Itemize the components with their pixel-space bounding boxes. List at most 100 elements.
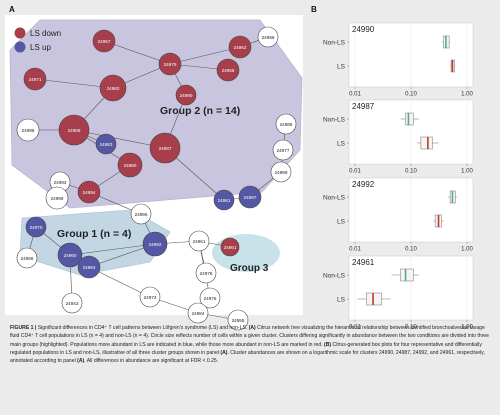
network-node-label: 24957 bbox=[98, 39, 111, 44]
network-node: 24994 bbox=[77, 180, 101, 204]
network-node-circle bbox=[77, 180, 101, 204]
network-edge bbox=[69, 243, 156, 256]
legend-down-swatch bbox=[14, 27, 26, 39]
network-node-label: 24987 bbox=[244, 195, 257, 200]
network-node-label: 24995 bbox=[135, 212, 148, 217]
boxplot-axis-label: 0.01 bbox=[349, 247, 361, 253]
network-node-label: 24985 bbox=[280, 122, 293, 127]
network-node: 24962 bbox=[228, 35, 252, 59]
network-node-circle bbox=[270, 161, 292, 183]
network-node: 24977 bbox=[272, 139, 294, 161]
network-edge bbox=[103, 40, 171, 65]
legend: LS down LS up bbox=[14, 27, 61, 53]
legend-up-label: LS up bbox=[30, 43, 51, 52]
boxplot-row-label: Non-LS bbox=[323, 273, 346, 280]
caption-lead: FIGURE 1 | bbox=[10, 325, 37, 331]
boxplot-title: 24987 bbox=[352, 102, 375, 111]
network-node-circle bbox=[195, 262, 217, 284]
boxplot-title: 24990 bbox=[352, 25, 375, 34]
boxplot-group: LS bbox=[337, 292, 391, 306]
network-node-label: 24994 bbox=[83, 190, 96, 195]
network-node: 24960 bbox=[57, 242, 83, 268]
boxplot-panel: 24990 Non-LS LS 0.01 0.10 1.00 bbox=[323, 22, 473, 98]
boxplot-title: 24961 bbox=[352, 258, 375, 267]
network-node-circle bbox=[117, 152, 143, 178]
legend-down-label: LS down bbox=[30, 29, 61, 38]
group-3-label: Group 3 bbox=[230, 263, 269, 274]
boxplot-panel: 24987 Non-LS LS 0.01 0.10 1.00 bbox=[323, 99, 473, 175]
network-node-label: 24979 bbox=[164, 62, 177, 67]
network-node-circle bbox=[61, 292, 83, 314]
panel-b-boxplots: 24990 Non-LS LS 0.01 0.10 1.00 24987 Non-LS LS 0.… bbox=[323, 22, 473, 331]
network-node: 24955 bbox=[227, 309, 249, 331]
boxplot-group: Non-LS bbox=[323, 112, 420, 126]
network-node: 24989 bbox=[270, 161, 292, 183]
network-node-label: 24984 bbox=[192, 311, 205, 316]
network-node-circle bbox=[257, 26, 279, 48]
network-node: 24971 bbox=[23, 67, 47, 91]
network-node: 24981 bbox=[213, 189, 235, 211]
network-node-circle bbox=[16, 118, 40, 142]
network-node: 24975 bbox=[199, 287, 221, 309]
network-node-circle bbox=[45, 186, 69, 210]
network-node-label: 24977 bbox=[277, 148, 290, 153]
network-node: 24986 bbox=[16, 247, 38, 269]
network-edge bbox=[88, 266, 151, 298]
network-node: 24979 bbox=[158, 52, 182, 76]
network-node: 24968 bbox=[216, 58, 240, 82]
network-node-circle bbox=[149, 132, 181, 164]
network-node-circle bbox=[95, 133, 117, 155]
network-node: 24961 bbox=[188, 230, 210, 252]
boxplot-axis-label: 0.10 bbox=[405, 325, 417, 331]
boxplot-box bbox=[420, 136, 433, 150]
boxplot-row-label: LS bbox=[337, 141, 346, 148]
boxplot-axis-label: 0.01 bbox=[349, 169, 361, 175]
boxplot-axis-label: 0.10 bbox=[405, 169, 417, 175]
boxplot-group: Non-LS bbox=[323, 268, 420, 282]
network-node: 24982 bbox=[99, 74, 127, 102]
group-2-label: Group 2 (n = 14) bbox=[160, 105, 240, 117]
boxplot-row-label: LS bbox=[337, 64, 346, 71]
network-node-label: 24980 bbox=[124, 163, 137, 168]
network-node: 24987 bbox=[149, 132, 181, 164]
network-node-label: 24981 bbox=[218, 198, 231, 203]
boxplot-box bbox=[366, 292, 383, 306]
boxplot-row-label: Non-LS bbox=[323, 117, 346, 124]
network-node-circle bbox=[216, 58, 240, 82]
boxplot-group: Non-LS bbox=[323, 35, 451, 49]
figure-caption: FIGURE 1 | Significant differences in CD… bbox=[10, 324, 490, 365]
network-nodes: 24957 24962 24996 24979 24968 24971 24982 24990… bbox=[16, 26, 297, 331]
caption-part-3: Citrus-generated box plots for four repr… bbox=[10, 341, 482, 356]
network-node: 24961 bbox=[220, 237, 240, 257]
network-node-label: 24970 bbox=[30, 225, 43, 230]
boxplot-group: LS bbox=[337, 136, 439, 150]
network-node: 24998 bbox=[16, 118, 40, 142]
network-node: 24943 bbox=[61, 292, 83, 314]
network-node-circle bbox=[213, 189, 235, 211]
boxplot-group: LS bbox=[337, 59, 456, 73]
boxplot-title: 24992 bbox=[352, 180, 375, 189]
boxplot-axis-label: 1.00 bbox=[461, 92, 473, 98]
network-node: 24990 bbox=[175, 84, 197, 106]
boxplot-row-label: LS bbox=[337, 297, 346, 304]
boxplot-group: LS bbox=[337, 214, 444, 228]
network-node: 24992 bbox=[142, 231, 168, 257]
boxplot-axis-label: 1.00 bbox=[461, 169, 473, 175]
network-node-label: 24983 bbox=[100, 142, 113, 147]
network-node-circle bbox=[92, 29, 116, 53]
network-node-circle bbox=[99, 74, 127, 102]
boxplot-axis-label: 0.01 bbox=[349, 325, 361, 331]
caption-ref-b: (B) bbox=[324, 341, 332, 348]
network-node-label: 24990 bbox=[180, 93, 193, 98]
network-node-circle bbox=[130, 203, 152, 225]
network-node-circle bbox=[275, 113, 297, 135]
network-node-label: 24960 bbox=[64, 253, 77, 258]
network-node: 24957 bbox=[92, 29, 116, 53]
boxplot-row-label: LS bbox=[337, 219, 346, 226]
boxplot-box bbox=[405, 112, 414, 126]
network-node-circle bbox=[57, 242, 83, 268]
network-node-circle bbox=[199, 287, 221, 309]
network-node-label: 24976 bbox=[200, 271, 213, 276]
network-node: 24985 bbox=[275, 113, 297, 135]
